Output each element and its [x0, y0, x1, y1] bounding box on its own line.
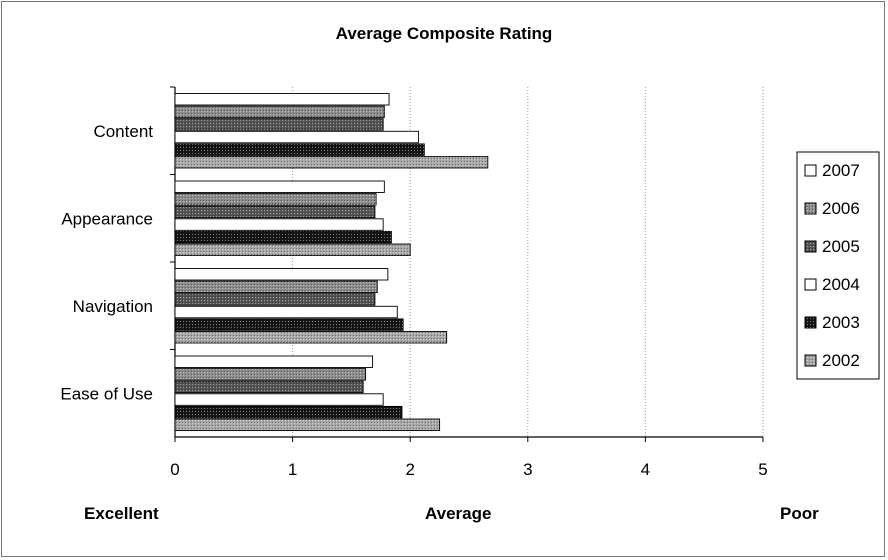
legend-label-2005: 2005: [822, 237, 860, 256]
bar-texture-navigation-2002: [175, 331, 447, 343]
x-tick-label-3: 3: [523, 460, 532, 479]
category-label-navigation: Navigation: [73, 297, 153, 316]
category-label-content: Content: [93, 122, 153, 141]
legend-swatch-texture-2006: [805, 203, 816, 214]
x-tick-label-2: 2: [405, 460, 414, 479]
bar-texture-content-2006: [175, 106, 385, 118]
bar-texture-appearance-2005: [175, 206, 375, 218]
bar-appearance-2007: [174, 180, 385, 193]
scale-label-excellent: Excellent: [84, 504, 159, 523]
bar-texture-content-2003: [175, 143, 425, 156]
category-label-appearance: Appearance: [61, 209, 153, 228]
bar-texture-navigation-2006: [175, 281, 378, 293]
category-label-ease-of-use: Ease of Use: [60, 384, 153, 403]
bar-texture-content-2005: [175, 118, 384, 131]
bar-texture-ease-of-use-2005: [175, 381, 364, 393]
legend-swatch-2007: [804, 164, 817, 177]
legend-swatch-2004: [804, 278, 817, 291]
legend-label-2003: 2003: [822, 313, 860, 332]
legend-label-2004: 2004: [822, 275, 860, 294]
bar-navigation-2007: [174, 268, 389, 281]
bar-texture-ease-of-use-2002: [175, 419, 440, 431]
legend-label-2006: 2006: [822, 199, 860, 218]
legend-box: [796, 151, 880, 380]
labels: 0 1 2 3 4 5 Content Appearance Navigation Ease of…: [60, 122, 767, 479]
bar-texture-ease-of-use-2006: [175, 368, 366, 381]
legend-label-2002: 2002: [822, 351, 860, 370]
legend-swatch-texture-2003: [805, 317, 816, 328]
chart-title: Average Composite Rating: [335, 24, 553, 43]
bar-appearance-2004: [174, 218, 384, 231]
bar-texture-content-2002: [175, 156, 488, 168]
bar-ease-of-use-2004: [174, 393, 384, 406]
bar-texture-navigation-2005: [175, 293, 375, 306]
bar-content-2004: [174, 130, 419, 144]
legend-swatch-texture-2005: [805, 241, 816, 252]
x-tick-label-0: 0: [170, 460, 179, 479]
legend-swatch-texture-2002: [805, 355, 816, 366]
bar-ease-of-use-2007: [174, 355, 374, 368]
bar-content-2007: [174, 93, 390, 106]
bars: [174, 93, 489, 431]
x-tick-label-4: 4: [641, 460, 650, 479]
x-tick-label-1: 1: [288, 460, 297, 479]
bar-texture-ease-of-use-2003: [175, 406, 402, 418]
bar-texture-appearance-2006: [175, 193, 377, 206]
bar-navigation-2004: [174, 305, 398, 319]
bar-texture-appearance-2002: [175, 244, 411, 256]
scale-label-average: Average: [425, 504, 492, 523]
legend: 2007 2006 2005 2004 2003 2002: [796, 151, 880, 380]
x-tick-label-5: 5: [758, 460, 767, 479]
bar-texture-navigation-2003: [175, 318, 404, 331]
scale-label-poor: Poor: [780, 504, 819, 523]
bar-texture-appearance-2003: [175, 231, 392, 243]
legend-label-2007: 2007: [822, 161, 860, 180]
